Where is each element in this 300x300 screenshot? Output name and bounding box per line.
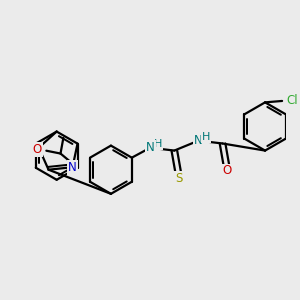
Text: H: H [202, 132, 210, 142]
Text: S: S [175, 172, 182, 184]
Text: H: H [154, 139, 162, 149]
Text: N: N [194, 134, 203, 147]
Text: Cl: Cl [286, 94, 298, 107]
Text: O: O [222, 164, 231, 178]
Text: N: N [146, 141, 154, 154]
Text: N: N [68, 161, 77, 174]
Text: O: O [33, 142, 42, 156]
